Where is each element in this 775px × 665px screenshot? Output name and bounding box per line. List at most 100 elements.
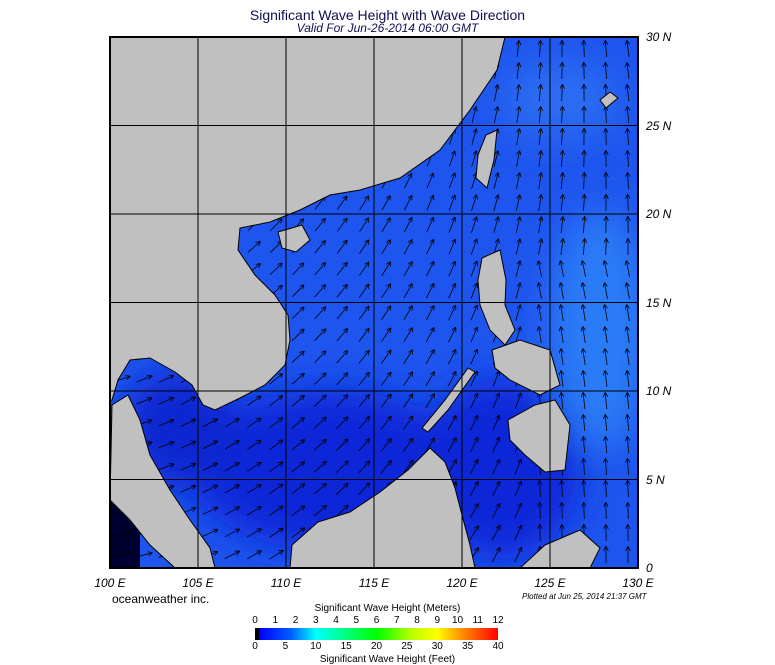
wave-direction-arrow [158,420,174,427]
colorbar-tick-meters: 10 [451,615,464,626]
wave-direction-arrow [562,481,563,498]
lon-label: 100 E [94,576,126,590]
wave-direction-arrow [471,107,476,123]
wave-direction-arrow [605,393,607,409]
wave-direction-arrow [493,107,497,123]
wave-direction-arrow [403,416,412,430]
wave-direction-arrow [493,217,498,233]
wave-direction-arrow [517,63,519,79]
colorbar-tick-feet: 10 [310,641,322,652]
wave-direction-arrow [269,551,282,560]
wave-direction-arrow [180,442,196,449]
wave-direction-arrow [627,63,629,79]
wave-direction-arrow [583,305,586,321]
wave-direction-arrow [471,195,477,211]
wave-direction-arrow [470,416,477,431]
wave-direction-arrow [448,262,455,277]
wave-direction-arrow [605,283,608,299]
wave-direction-arrow [447,438,456,453]
wave-direction-arrow [269,418,283,429]
wave-direction-arrow [539,305,542,321]
wave-direction-arrow [425,372,434,387]
lat-label: 25 N [646,118,672,133]
wave-direction-arrow [336,219,346,232]
wave-direction-arrow [336,417,347,430]
wave-direction-arrow [269,440,283,451]
wave-direction-arrow [136,398,152,405]
wave-direction-arrow [448,218,455,233]
land-taiwan [475,129,498,189]
land-luzon [477,249,516,346]
wave-direction-arrow [561,283,564,299]
wave-direction-arrow [448,173,454,189]
wave-direction-arrow [448,240,455,255]
wave-direction-arrow [291,528,305,539]
wave-direction-arrow [247,418,260,428]
wave-direction-arrow [158,398,174,405]
wave-direction-arrow [606,239,607,256]
colorbar-tick-meters: 8 [414,615,420,626]
wave-direction-arrow [291,418,304,429]
lat-label: 10 N [646,384,672,398]
colorbar-tick-meters: 7 [393,615,400,626]
wave-direction-arrow [605,349,607,365]
wave-direction-arrow [562,85,563,102]
wave-direction-arrow [538,217,542,233]
wave-direction-arrow [291,329,304,341]
wave-direction-arrow [584,41,585,58]
wave-direction-arrow [426,262,433,277]
lon-label: 130 E [622,576,654,590]
wave-direction-arrow [224,463,239,472]
wave-direction-arrow [246,551,261,560]
wave-direction-arrow [336,351,348,364]
wave-direction-arrow [136,553,151,558]
wave-direction-arrow [314,219,325,232]
wave-direction-arrow [627,107,629,123]
wave-direction-arrow [358,329,369,342]
wave-direction-arrow [562,503,563,520]
wave-direction-arrow [448,196,455,211]
map-subtitle: Valid For Jun-26-2014 06:00 GMT [296,21,479,35]
wave-direction-arrow [292,285,303,297]
wave-direction-arrow [381,284,391,298]
lat-label: 0 [646,561,653,575]
wave-direction-arrow [516,173,519,189]
wave-direction-arrow [540,503,541,520]
wave-direction-arrow [469,504,478,519]
wave-direction-arrow [605,415,607,432]
wave-direction-arrow [492,416,499,431]
wave-direction-arrow [426,240,434,255]
wave-direction-arrow [539,63,540,80]
wave-direction-arrow [627,393,629,409]
land-borneo [289,447,476,568]
colorbar-tick-feet: 0 [252,641,258,652]
wave-direction-arrow [540,41,541,58]
wave-direction-arrow [381,218,390,233]
wave-direction-arrow [404,196,411,211]
wave-direction-arrow [114,553,130,558]
wave-direction-arrow [403,284,412,299]
wave-direction-arrow [605,371,607,387]
wave-direction-arrow [425,438,435,452]
wave-direction-arrow [404,174,412,189]
wave-direction-arrow [561,173,563,190]
wave-direction-arrow [606,503,607,520]
wave-direction-arrow [180,464,196,471]
wave-direction-arrow [202,419,217,428]
wave-direction-arrow [425,328,434,343]
wave-direction-arrow [381,350,390,364]
colorbar-title-feet: Significant Wave Height (Feet) [319,654,456,665]
wave-direction-arrow [627,415,629,432]
wave-direction-arrow [448,284,456,299]
wave-direction-arrow [561,371,563,387]
land-malay-peninsula [110,394,216,568]
wave-direction-arrow [538,261,542,277]
colorbar-title-meters: Significant Wave Height (Meters) [314,603,461,614]
wave-direction-arrow [515,283,520,299]
wave-direction-arrow [605,459,606,476]
wave-direction-arrow [583,239,584,256]
land-sulawesi [519,529,601,568]
wave-direction-arrow [358,439,370,452]
wave-direction-arrow [583,371,585,387]
wave-direction-arrow [515,195,519,211]
